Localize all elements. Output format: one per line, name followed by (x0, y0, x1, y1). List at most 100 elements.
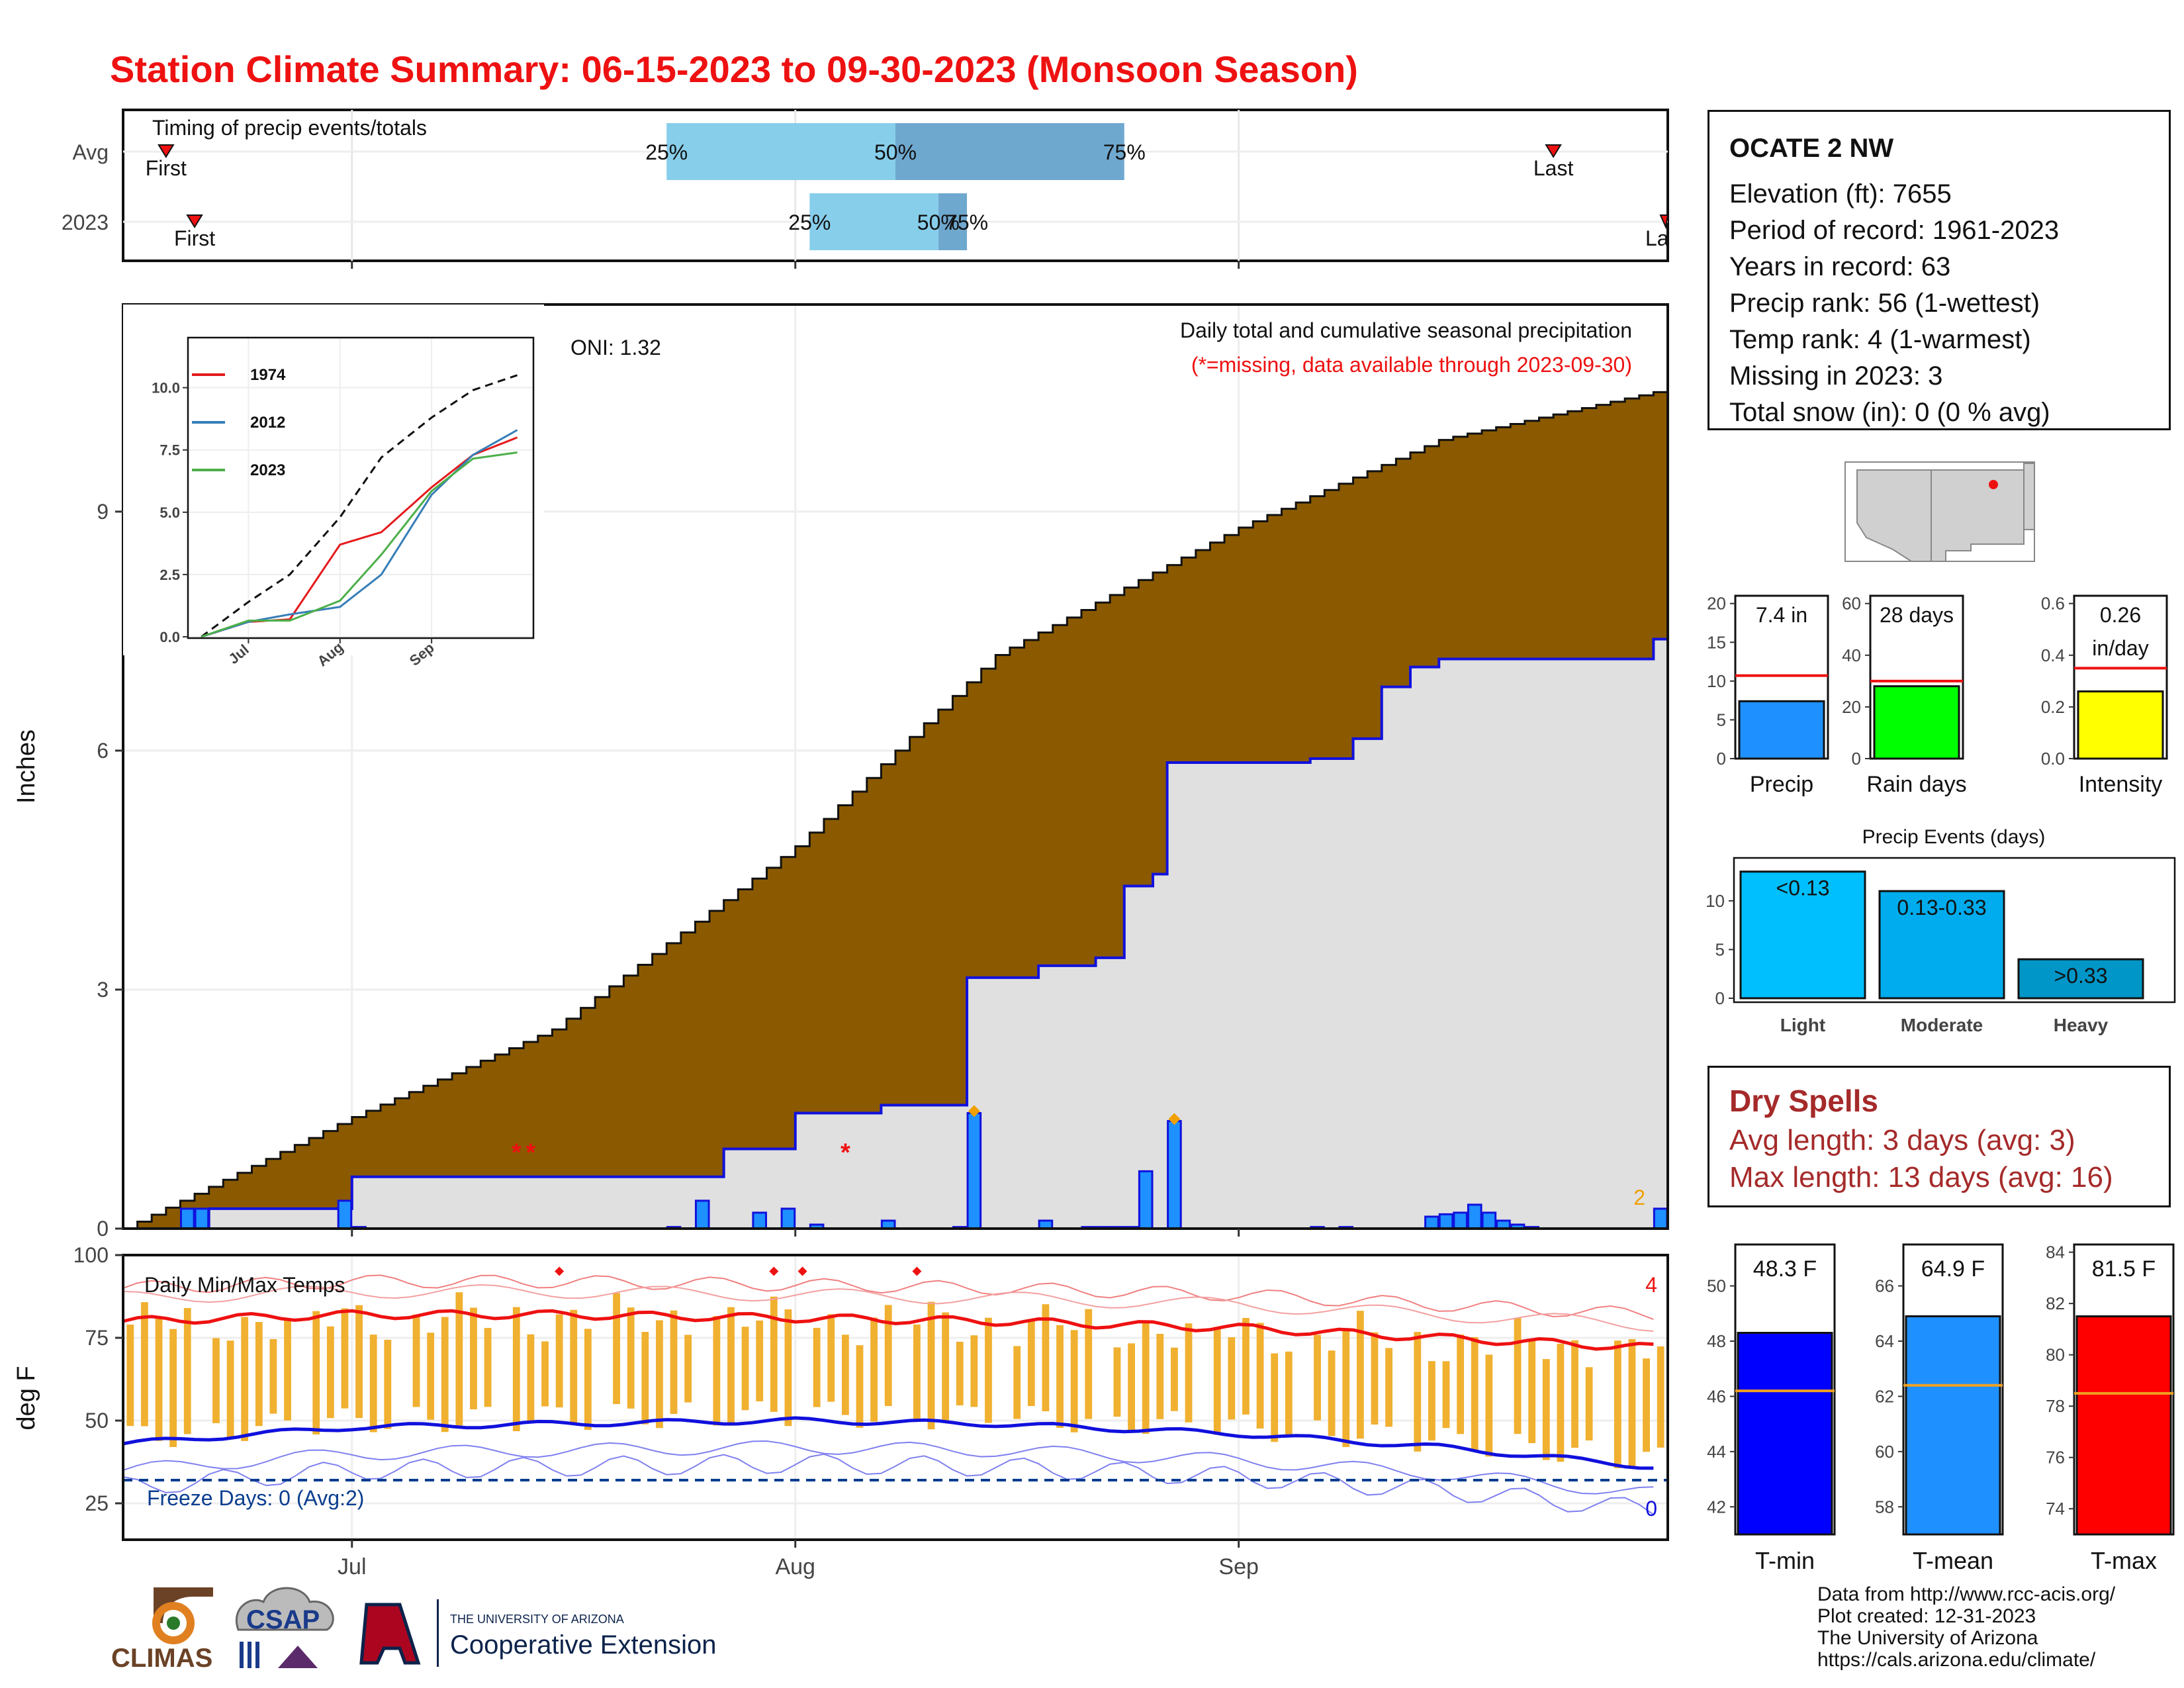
daily-temp-range-bar (1056, 1325, 1064, 1429)
mini-value-label: 7.4 in (1756, 603, 1807, 627)
station-name: OCATE 2 NW (1729, 134, 1894, 163)
inset-legend-label: 1974 (250, 366, 286, 384)
daily-temp-range-bar (613, 1293, 620, 1405)
mini-ytick-label: 60 (1842, 594, 1861, 614)
mini-value-bar-intensity (2077, 690, 2164, 760)
logos: CLIMAS CSAP THE UNIVERSITY OF ARIZONA Co… (111, 1587, 716, 1673)
timing-title: Timing of precip events/totals (152, 116, 427, 140)
inset-ytick-label: 7.5 (159, 442, 180, 459)
events-category-label: Light (1780, 1015, 1825, 1035)
daily-temp-range-bar (1657, 1346, 1664, 1448)
first-marker-icon (158, 144, 175, 158)
timing-bar-50-75 (895, 123, 1124, 180)
daily-temp-range-bar (384, 1339, 392, 1429)
daily-temp-range-bar (1142, 1322, 1150, 1434)
temp-y-label: deg F (13, 1366, 40, 1430)
credit-url: https://cals.arizona.edu/climate/ (1817, 1649, 2096, 1671)
mini-value-bar-raindays (1873, 685, 1960, 760)
dry-spells-title: Dry Spells (1729, 1084, 1878, 1118)
mini-value-label: 28 days (1880, 603, 1954, 627)
page-title: Station Climate Summary: 06-15-2023 to 0… (110, 48, 1358, 90)
daily-temp-range-bar (713, 1316, 721, 1426)
temp-summary-value: 64.9 F (1921, 1256, 1985, 1282)
freeze-days-label: Freeze Days: 0 (Avg:2) (147, 1486, 364, 1510)
daily-temp-range-bar (627, 1307, 635, 1409)
daily-temp-range-bar (1528, 1338, 1536, 1444)
daily-precip-bar (752, 1211, 768, 1230)
temp-summary-ytick-label: 44 (1707, 1442, 1726, 1462)
inset-lines (201, 374, 518, 638)
daily-temp-range-bar (1013, 1346, 1021, 1419)
cumulative-2023-area (123, 637, 1669, 1230)
daily-temp-range-bar (212, 1338, 220, 1423)
daily-precip-bar (1481, 1211, 1497, 1230)
timing-pct-label: 25% (788, 211, 831, 234)
temp-summary-ytick-label: 80 (2046, 1345, 2065, 1365)
daily-temp-range-bar (1128, 1343, 1135, 1433)
station-precip-rank: Precip rank: 56 (1-wettest) (1729, 289, 2040, 318)
inset-ytick-label: 10.0 (152, 380, 180, 397)
daily-temp-range-bar (1171, 1347, 1178, 1411)
mini-value-bar-precip (1738, 700, 1825, 760)
daily-temp-range-bar (570, 1309, 578, 1423)
mini-value-label: in/day (2092, 636, 2148, 660)
daily-temp-range-bar (284, 1319, 291, 1421)
mini-ytick-label: 0 (1852, 749, 1861, 769)
season-totals-bars: 0 5 10 15 20 7.4 in Precip 0 20 40 60 28 days Rain d… (1707, 594, 2168, 797)
record-high-line (122, 1274, 1654, 1320)
inset-legend-label: 2023 (250, 461, 285, 479)
daily-temp-range-bar (942, 1312, 950, 1421)
temp-summary-ytick-label: 50 (1707, 1276, 1726, 1296)
daily-precip-bar (337, 1199, 353, 1230)
timing-pct-label: 75% (946, 211, 988, 234)
precip-y-axis: 0 3 6 9 (97, 500, 1240, 1241)
daily-temp-range-bar (1485, 1354, 1493, 1457)
daily-temp-range-bar (355, 1305, 363, 1419)
climas-logo-text: CLIMAS (111, 1644, 212, 1673)
mini-axis-label: Rain days (1866, 772, 1966, 797)
precip-events-chart: Precip Events (days) 0 5 10 <0.13 Light 0.13-… (1706, 826, 2176, 1035)
events-title: Precip Events (days) (1862, 826, 2046, 848)
temp-lines (122, 1266, 1668, 1515)
daily-precip-bar (194, 1207, 210, 1230)
mini-ytick-label: 0.2 (2041, 697, 2065, 717)
daily-temp-range-bar (470, 1307, 477, 1410)
daily-temp-range-bar (341, 1308, 349, 1409)
station-years: Years in record: 63 (1729, 252, 1951, 281)
daily-precip-bars (179, 1105, 1668, 1230)
temp-panel: 25 50 75 100 Jul Aug Sep deg F Daily Min/Max T… (13, 1243, 1669, 1579)
timing-bar-25-50 (666, 123, 895, 180)
daily-temp-range-bar (1113, 1347, 1121, 1417)
timing-pct-label: 75% (1103, 140, 1146, 164)
daily-temp-range-bar (427, 1333, 435, 1420)
location-map (1844, 461, 2035, 562)
mini-ytick-label: 20 (1707, 594, 1726, 614)
temp-summary-ytick-label: 78 (2046, 1396, 2065, 1416)
daily-temp-range-bar (541, 1341, 549, 1407)
mini-value-label: 0.26 (2100, 603, 2141, 627)
daily-temp-range-bar (527, 1334, 535, 1422)
missing-day-marker: * (512, 1139, 522, 1167)
daily-temp-range-bar (870, 1317, 878, 1422)
inset-bg (123, 305, 544, 655)
temp-panel-frame (122, 1254, 1669, 1541)
daily-temp-range-bar (512, 1307, 520, 1432)
daily-temp-range-bar (241, 1317, 249, 1441)
inset-ytick-label: 0.0 (159, 629, 180, 645)
temp-ytick-label: 50 (85, 1409, 109, 1432)
daily-temp-range-bar (1371, 1332, 1379, 1425)
daily-temp-range-bar (126, 1325, 134, 1427)
events-ytick-label: 5 (1715, 939, 1725, 959)
temp-summary-ytick-label: 84 (2046, 1243, 2065, 1262)
temp-summary-ytick-label: 46 (1707, 1386, 1726, 1406)
events-category-label: Moderate (1901, 1015, 1983, 1035)
precip-y-label: Inches (13, 729, 40, 804)
daily-temp-range-bar (827, 1314, 835, 1402)
temp-summary-ytick-label: 74 (2046, 1499, 2065, 1519)
map-texas-edge (2023, 463, 2035, 530)
daily-temp-range-bar (1342, 1329, 1350, 1447)
heavy-event-marker (1168, 1113, 1181, 1125)
